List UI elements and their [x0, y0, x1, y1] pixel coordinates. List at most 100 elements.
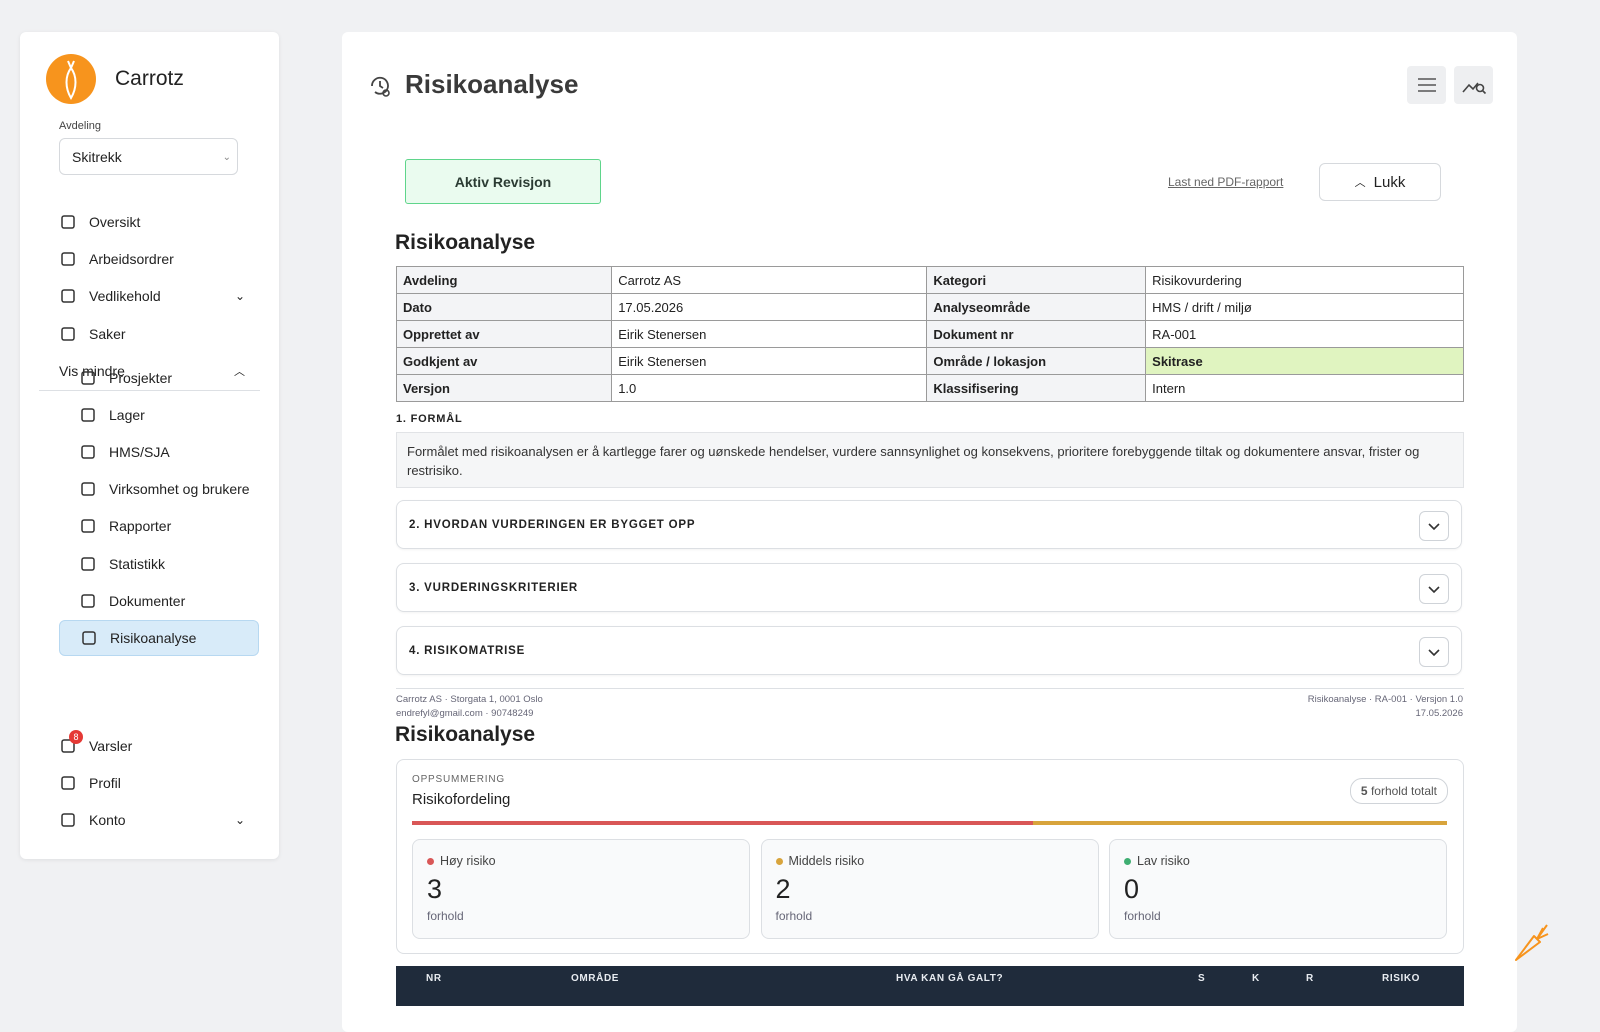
nav-icon: [82, 631, 96, 645]
info-value: Eirik Stenersen: [611, 320, 928, 348]
nav-item[interactable]: HMS/SJA: [59, 434, 259, 470]
nav-icon: [81, 594, 95, 608]
download-link[interactable]: Last ned PDF-rapport: [1168, 175, 1284, 189]
purpose-text: Formålet med risikoanalysen er å kartleg…: [396, 432, 1464, 488]
info-label: Godkjent av: [395, 347, 613, 375]
nav-item[interactable]: Vedlikehold ⌄: [59, 278, 259, 314]
column-header: R: [1306, 973, 1314, 984]
level-card: Middels risiko 2 forhold: [760, 839, 1099, 939]
nav-icon: [61, 739, 75, 753]
info-row: Versjon 1.0 Klassifisering Intern: [395, 374, 1464, 402]
column-header: OMRÅDE: [571, 973, 620, 984]
nav-item[interactable]: Konto ⌄: [59, 802, 259, 838]
nav-icon: [81, 370, 95, 385]
nav-item[interactable]: Risikoanalyse: [59, 620, 259, 656]
info-value: Skitrase: [1145, 347, 1464, 375]
nav-item[interactable]: Dokumenter: [59, 583, 259, 619]
nav-icon: [81, 519, 95, 534]
info-label: Avdeling: [395, 266, 613, 294]
info-label: Dato: [395, 293, 613, 321]
level-count: 3: [427, 874, 443, 904]
nav-icon: [61, 776, 75, 790]
column-header: NR: [426, 973, 442, 984]
chevron: [1419, 574, 1449, 604]
nav-label: Varsler: [89, 738, 133, 754]
close-button[interactable]: ︿ Lukk: [1319, 163, 1441, 201]
accordion-title: 3. VURDERINGSKRITERIER: [409, 581, 579, 594]
department: Skitrekk: [72, 149, 122, 165]
nav-item[interactable]: Arbeidsordrer: [59, 241, 259, 277]
info-label: Analyseområde: [926, 293, 1147, 321]
info-row: Opprettet av Eirik Stenersen Dokument nr RA…: [395, 320, 1464, 348]
nav-label: Arbeidsordrer: [89, 251, 174, 268]
nav-item[interactable]: Profil: [59, 765, 259, 801]
total-pill: 5 forhold totalt: [1349, 778, 1448, 804]
accordion[interactable]: 2. HVORDAN VURDERINGEN ER BYGGET OPP: [396, 500, 1462, 549]
nav-item[interactable]: Virksomhet og brukere: [59, 471, 259, 507]
info-row: Avdeling Carrotz AS Kategori Risikovurderin…: [395, 266, 1464, 294]
nav-icon: [61, 289, 75, 304]
nav-item[interactable]: Statistikk: [59, 546, 259, 582]
footer-text: Carrotz AS · Storgata 1, 0001 Oslo: [396, 694, 543, 705]
summary-card: OPPSUMMERING Risikofordeling 5 forhold t…: [396, 759, 1464, 954]
nav-label: Prosjekter: [109, 369, 173, 386]
nav-item[interactable]: Lager: [59, 397, 259, 433]
document-title: Risikoanalyse: [395, 231, 536, 254]
info-value: RA-001: [1145, 320, 1464, 348]
nav-label: Oversikt: [89, 214, 141, 230]
level-label: Høy risiko: [440, 854, 496, 868]
nav-label: Profil: [89, 775, 121, 792]
nav-item[interactable]: Saker: [59, 316, 259, 352]
carrot-icon: [1515, 924, 1549, 961]
level-dot: [775, 857, 783, 865]
accordion[interactable]: 4. RISIKOMATRISE: [396, 626, 1462, 675]
close-label: Lukk: [1373, 173, 1406, 191]
level-label: Middels risiko: [788, 854, 865, 868]
menu-button[interactable]: [1407, 66, 1446, 104]
divider: [39, 390, 260, 391]
total-label: forhold totalt: [1370, 784, 1437, 798]
nav-label: Statistikk: [109, 555, 166, 572]
level-count: 2: [775, 874, 791, 904]
analytics-button[interactable]: [1454, 66, 1493, 104]
divider: [396, 688, 1464, 689]
main-panel: Risikoanalyse Aktiv Revisjon Last ned PD…: [342, 32, 1517, 1032]
nav-icon: [61, 215, 75, 229]
department-select[interactable]: Skitrekk ⌄: [59, 138, 238, 175]
distribution-bar: [412, 821, 1447, 825]
info-value: HMS / drift / miljø: [1145, 293, 1464, 321]
info-value: Risikovurdering: [1145, 266, 1464, 294]
level-card: Lav risiko 0 forhold: [1109, 839, 1447, 939]
level-dot: [1124, 857, 1131, 865]
level-card: Høy risiko 3 forhold: [412, 839, 750, 939]
nav-icon: [61, 252, 75, 266]
accordion-title: 4. RISIKOMATRISE: [409, 644, 526, 657]
chevron: [1419, 511, 1449, 541]
nav-item[interactable]: Prosjekter: [59, 360, 259, 396]
nav-icon: [61, 813, 75, 828]
nav-label: HMS/SJA: [109, 444, 170, 460]
info-value: Eirik Stenersen: [611, 347, 928, 375]
nav-icon: [81, 408, 95, 422]
footer-text: 17.05.2026: [1415, 708, 1463, 719]
info-table: Avdeling Carrotz AS Kategori Risikovurderin…: [395, 266, 1464, 402]
accordion[interactable]: 3. VURDERINGSKRITERIER: [396, 563, 1462, 612]
bar-segment: [1033, 821, 1447, 825]
page-title: Risikoanalyse: [405, 69, 579, 99]
nav-item[interactable]: Rapporter: [59, 508, 259, 544]
level-unit: forhold: [1124, 909, 1161, 923]
bar-segment: [412, 821, 1033, 825]
info-label: Versjon: [395, 374, 613, 402]
nav-icon: [81, 445, 95, 459]
info-label: Klassifisering: [926, 374, 1147, 402]
page-icon: [371, 76, 390, 97]
page: Carrotz Avdeling Skitrekk ⌄ Oversikt Arbei…: [20, 32, 1549, 1032]
level-name: Middels risiko: [775, 854, 1084, 868]
nav-item[interactable]: Varsler 8: [59, 728, 259, 764]
footer-text: Risikoanalyse · RA-001 · Versjon 1.0: [1307, 694, 1463, 705]
nav-label: Rapporter: [109, 518, 172, 535]
nav-item[interactable]: Oversikt: [59, 204, 259, 240]
level-name: Lav risiko: [1124, 854, 1432, 868]
nav-label: Konto: [89, 812, 126, 829]
eyebrow: OPPSUMMERING: [412, 774, 505, 785]
